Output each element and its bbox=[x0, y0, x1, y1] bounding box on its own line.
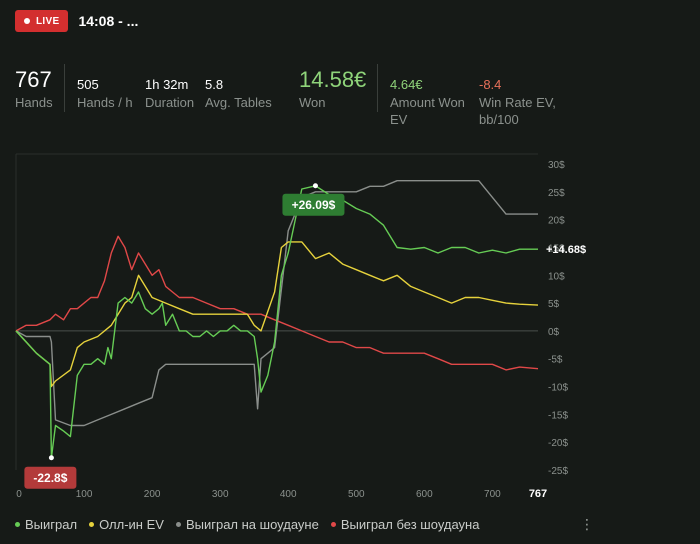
stats-bar: 767 Hands 505 Hands / h 1h 32m Duration … bbox=[0, 60, 700, 140]
stat-hands-per-hour-label: Hands / h bbox=[77, 95, 133, 110]
more-vertical-icon[interactable]: ⋮ bbox=[580, 516, 594, 532]
stat-win-rate-ev: -8.4 Win Rate EV, bb/100 bbox=[479, 76, 556, 128]
legend-label: Олл-ин EV bbox=[99, 517, 164, 532]
y-tick-label: -25$ bbox=[548, 466, 568, 477]
legend-dot-icon bbox=[175, 522, 181, 527]
max-label: +26.09$ bbox=[292, 198, 336, 212]
x-tick-label: 200 bbox=[144, 489, 161, 500]
session-time: 14:08 - ... bbox=[78, 13, 139, 29]
max-label-bg bbox=[282, 193, 345, 216]
series-line bbox=[15, 241, 539, 388]
stat-hands-value: 767 bbox=[15, 67, 52, 92]
min-point bbox=[48, 455, 54, 461]
x-tick-label: 100 bbox=[76, 489, 93, 500]
live-label: LIVE bbox=[36, 15, 60, 27]
stat-hands-label: Hands bbox=[15, 95, 53, 110]
stat-avg-tables: 5.8 Avg. Tables bbox=[205, 76, 272, 111]
legend-dot-icon bbox=[330, 522, 336, 527]
stat-hands-per-hour: 505 Hands / h bbox=[77, 76, 133, 111]
stat-duration: 1h 32m Duration bbox=[145, 76, 194, 111]
legend-dot-icon bbox=[15, 522, 20, 527]
stat-won: 14.58€ Won bbox=[299, 66, 366, 111]
stat-amount-won-ev-label: Amount Won bbox=[390, 95, 465, 110]
x-end-label: 767 bbox=[529, 488, 547, 500]
divider bbox=[64, 64, 65, 112]
y-tick-label: 30$ bbox=[548, 160, 565, 171]
y-tick-label: 5$ bbox=[548, 299, 560, 310]
stat-amount-won-ev-label-2: EV bbox=[390, 112, 408, 127]
stat-win-rate-ev-value: -8.4 bbox=[479, 77, 502, 92]
y-tick-label: -10$ bbox=[548, 383, 568, 394]
session-header: LIVE 14:08 - ... bbox=[15, 9, 138, 33]
legend-label: Выиграл bbox=[25, 517, 78, 532]
y-tick-label: -15$ bbox=[548, 410, 568, 421]
stat-avg-tables-label: Avg. Tables bbox=[205, 95, 272, 110]
legend-item-showdown[interactable]: Выиграл на шоудауне bbox=[175, 517, 319, 532]
x-tick-label: 300 bbox=[212, 489, 229, 500]
legend-label: Выиграл без шоудауна bbox=[340, 517, 480, 532]
x-tick-label: 400 bbox=[280, 489, 297, 500]
x-tick-label: 500 bbox=[348, 489, 365, 500]
live-dot-icon bbox=[24, 18, 30, 24]
stat-duration-value: 1h 32m bbox=[145, 77, 189, 92]
series-line bbox=[15, 235, 539, 371]
stat-hands-per-hour-value: 505 bbox=[77, 77, 99, 92]
y-tick-label: -5$ bbox=[548, 355, 563, 366]
legend-item-nonshowdown[interactable]: Выиграл без шоудауна bbox=[330, 517, 480, 532]
stat-duration-label: Duration bbox=[145, 95, 195, 110]
legend-dot-icon bbox=[89, 522, 95, 527]
y-tick-label: 20$ bbox=[548, 216, 565, 227]
series-line bbox=[15, 185, 538, 459]
stat-won-label: Won bbox=[299, 95, 326, 110]
y-tick-label: 10$ bbox=[548, 271, 565, 282]
end-value-label: +14.68$ bbox=[546, 244, 586, 256]
x-tick-label: 600 bbox=[416, 489, 433, 500]
y-tick-label: -20$ bbox=[548, 438, 568, 449]
stat-win-rate-ev-label-2: bb/100 bbox=[479, 112, 519, 127]
chart-legend: Выиграл Олл-ин EV Выиграл на шоудауне Вы… bbox=[15, 517, 479, 532]
legend-item-won[interactable]: Выиграл bbox=[15, 517, 77, 532]
max-point bbox=[312, 183, 318, 189]
stat-win-rate-ev-label: Win Rate EV, bbox=[479, 95, 556, 110]
series-line bbox=[15, 180, 538, 427]
y-tick-label: 25$ bbox=[548, 188, 565, 199]
profit-chart[interactable]: 30$ 25$ 20$ 15$ 10$ 5$ 0$ -5$ -10$ -15$ -20$ -25$ 0 1… bbox=[0, 150, 700, 510]
stat-amount-won-ev: 4.64€ Amount Won EV bbox=[390, 76, 465, 128]
stat-hands: 767 Hands bbox=[15, 66, 53, 111]
y-tick-label: 0$ bbox=[548, 327, 560, 338]
x-tick-label: 700 bbox=[484, 489, 501, 500]
min-label-bg bbox=[24, 466, 77, 489]
legend-label: Выиграл на шоудауне bbox=[185, 517, 319, 532]
chart-svg: 30$ 25$ 20$ 15$ 10$ 5$ 0$ -5$ -10$ -15$ -20$ -25$ 0 1… bbox=[15, 153, 586, 500]
legend-item-allin-ev[interactable]: Олл-ин EV bbox=[89, 517, 164, 532]
y-tick-label: 15$ bbox=[548, 243, 565, 254]
live-badge: LIVE bbox=[15, 10, 69, 32]
stat-won-value: 14.58€ bbox=[299, 67, 367, 92]
stat-avg-tables-value: 5.8 bbox=[205, 77, 224, 92]
divider bbox=[377, 64, 378, 112]
stat-amount-won-ev-value: 4.64€ bbox=[390, 77, 423, 92]
min-label: -22.8$ bbox=[33, 471, 67, 485]
x-tick-label: 0 bbox=[16, 489, 22, 500]
